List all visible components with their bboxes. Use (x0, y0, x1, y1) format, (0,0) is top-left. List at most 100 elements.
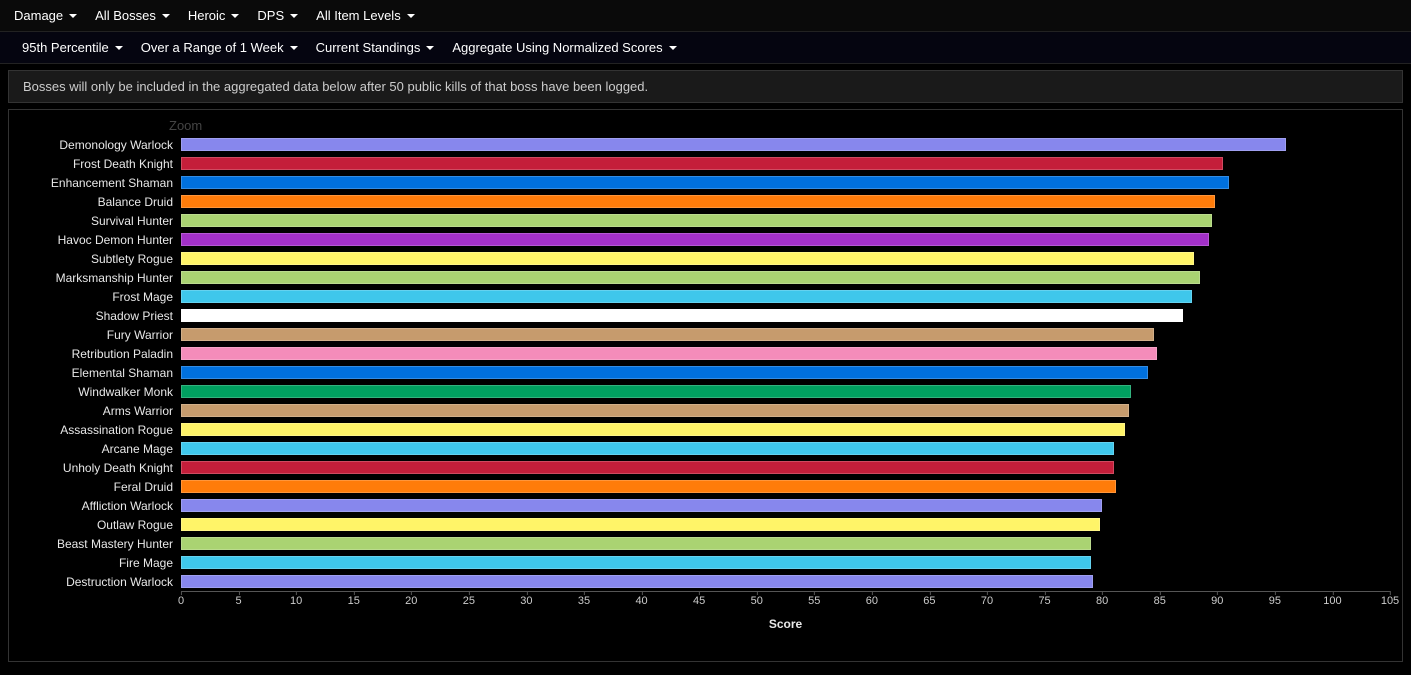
filter-dropdown[interactable]: Damage (14, 8, 77, 23)
bar-rect (181, 385, 1131, 398)
axis-tick: 70 (981, 595, 993, 607)
bar-rect (181, 138, 1286, 151)
bar-row[interactable] (181, 192, 1390, 211)
bar-row[interactable] (181, 477, 1390, 496)
filter-dropdown[interactable]: Aggregate Using Normalized Scores (452, 40, 676, 55)
bar-row[interactable] (181, 249, 1390, 268)
axis-tick: 30 (520, 595, 532, 607)
axis-tick: 35 (578, 595, 590, 607)
bar-rect (181, 556, 1091, 569)
filter-label: DPS (257, 8, 284, 23)
filter-dropdown[interactable]: DPS (257, 8, 298, 23)
axis-tick: 25 (463, 595, 475, 607)
bar-label: Fire Mage (21, 553, 181, 572)
filter-bar-secondary: 95th Percentile Over a Range of 1 Week Cur… (0, 32, 1411, 64)
filter-dropdown[interactable]: Over a Range of 1 Week (141, 40, 298, 55)
filter-label: All Item Levels (316, 8, 401, 23)
axis-tick: 75 (1038, 595, 1050, 607)
bar-rect (181, 214, 1212, 227)
axis-tick: 0 (178, 595, 184, 607)
bar-rect (181, 271, 1200, 284)
filter-dropdown[interactable]: 95th Percentile (22, 40, 123, 55)
axis-tick: 65 (923, 595, 935, 607)
bar-row[interactable] (181, 572, 1390, 591)
chevron-down-icon (290, 46, 298, 50)
axis-tick: 55 (808, 595, 820, 607)
bar-row[interactable] (181, 363, 1390, 382)
chart-area: Demonology WarlockFrost Death KnightEnha… (21, 135, 1390, 631)
chevron-down-icon (290, 14, 298, 18)
bar-rect (181, 328, 1154, 341)
filter-dropdown[interactable]: Heroic (188, 8, 240, 23)
bar-label: Havoc Demon Hunter (21, 230, 181, 249)
bar-rect (181, 575, 1093, 588)
bar-row[interactable] (181, 306, 1390, 325)
bar-label: Frost Death Knight (21, 154, 181, 173)
bar-rect (181, 499, 1102, 512)
filter-dropdown[interactable]: Current Standings (316, 40, 435, 55)
chart-panel: Zoom Demonology WarlockFrost Death Knigh… (8, 109, 1403, 662)
bar-row[interactable] (181, 211, 1390, 230)
bar-row[interactable] (181, 534, 1390, 553)
bar-row[interactable] (181, 268, 1390, 287)
bar-label: Marksmanship Hunter (21, 268, 181, 287)
bar-label: Balance Druid (21, 192, 181, 211)
bar-row[interactable] (181, 458, 1390, 477)
bar-label: Subtlety Rogue (21, 249, 181, 268)
bar-rect (181, 309, 1183, 322)
chevron-down-icon (115, 46, 123, 50)
zoom-label[interactable]: Zoom (169, 118, 1390, 133)
filter-dropdown[interactable]: All Bosses (95, 8, 170, 23)
bar-row[interactable] (181, 420, 1390, 439)
bar-rect (181, 195, 1215, 208)
bar-label: Arcane Mage (21, 439, 181, 458)
filter-bar-primary: Damage All Bosses Heroic DPS All Item Levels (0, 0, 1411, 32)
bar-rect (181, 233, 1209, 246)
bar-rect (181, 480, 1116, 493)
x-axis-line (181, 591, 1390, 592)
bar-row[interactable] (181, 344, 1390, 363)
bar-label: Retribution Paladin (21, 344, 181, 363)
bar-row[interactable] (181, 382, 1390, 401)
filter-label: Damage (14, 8, 63, 23)
bar-rect (181, 176, 1229, 189)
bar-row[interactable] (181, 439, 1390, 458)
chevron-down-icon (231, 14, 239, 18)
bar-rect (181, 423, 1125, 436)
filter-label: All Bosses (95, 8, 156, 23)
filter-label: Heroic (188, 8, 226, 23)
bar-row[interactable] (181, 325, 1390, 344)
bar-rect (181, 404, 1129, 417)
bar-row[interactable] (181, 154, 1390, 173)
bar-rect (181, 366, 1148, 379)
bar-label: Fury Warrior (21, 325, 181, 344)
bar-row[interactable] (181, 173, 1390, 192)
axis-tick: 20 (405, 595, 417, 607)
bar-label: Elemental Shaman (21, 363, 181, 382)
bar-label: Windwalker Monk (21, 382, 181, 401)
bar-rect (181, 518, 1100, 531)
bar-row[interactable] (181, 553, 1390, 572)
chevron-down-icon (407, 14, 415, 18)
bar-row[interactable] (181, 401, 1390, 420)
bar-row[interactable] (181, 135, 1390, 154)
filter-dropdown[interactable]: All Item Levels (316, 8, 415, 23)
bar-label: Survival Hunter (21, 211, 181, 230)
axis-tick: 40 (635, 595, 647, 607)
axis-tick: 5 (236, 595, 242, 607)
axis-tick: 100 (1323, 595, 1341, 607)
bar-row[interactable] (181, 515, 1390, 534)
axis-tick: 105 (1381, 595, 1399, 607)
bar-label: Frost Mage (21, 287, 181, 306)
bar-row[interactable] (181, 230, 1390, 249)
bar-rect (181, 290, 1192, 303)
bar-row[interactable] (181, 287, 1390, 306)
bar-row[interactable] (181, 496, 1390, 515)
bar-label: Destruction Warlock (21, 572, 181, 591)
axis-tick: 15 (348, 595, 360, 607)
axis-tick: 50 (751, 595, 763, 607)
chevron-down-icon (426, 46, 434, 50)
axis-tick: 85 (1154, 595, 1166, 607)
bar-label: Outlaw Rogue (21, 515, 181, 534)
bar-rect (181, 347, 1157, 360)
